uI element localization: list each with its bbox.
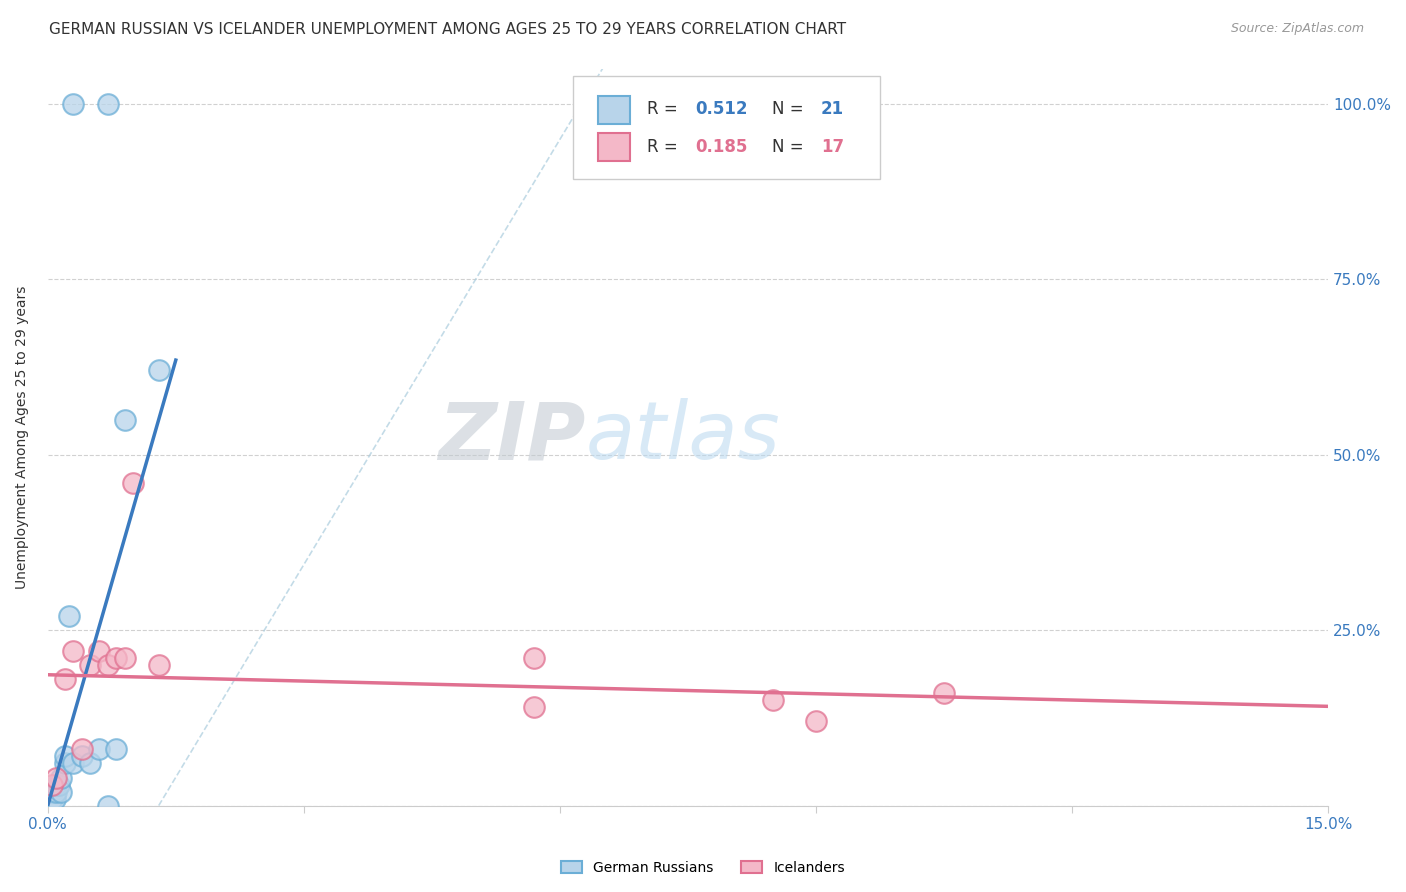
Point bbox=[105, 742, 128, 756]
Point bbox=[62, 96, 84, 111]
Point bbox=[932, 686, 955, 700]
Text: N =: N = bbox=[772, 100, 810, 118]
Point bbox=[48, 778, 70, 792]
Point bbox=[79, 756, 101, 771]
Point bbox=[114, 651, 136, 665]
Point bbox=[41, 778, 63, 792]
Point bbox=[114, 412, 136, 426]
Point bbox=[62, 644, 84, 658]
Point bbox=[96, 658, 118, 673]
Point bbox=[79, 658, 101, 673]
Point bbox=[45, 771, 67, 785]
Point bbox=[105, 651, 128, 665]
Text: 21: 21 bbox=[821, 100, 844, 118]
Text: atlas: atlas bbox=[585, 398, 780, 476]
FancyBboxPatch shape bbox=[599, 96, 630, 124]
Point bbox=[62, 756, 84, 771]
Point bbox=[523, 700, 546, 714]
Text: GERMAN RUSSIAN VS ICELANDER UNEMPLOYMENT AMONG AGES 25 TO 29 YEARS CORRELATION C: GERMAN RUSSIAN VS ICELANDER UNEMPLOYMENT… bbox=[49, 22, 846, 37]
Point bbox=[96, 798, 118, 813]
Text: R =: R = bbox=[647, 138, 683, 156]
Point bbox=[49, 784, 72, 798]
Point bbox=[804, 714, 827, 729]
Point bbox=[148, 658, 170, 673]
Point bbox=[53, 749, 76, 764]
Point bbox=[58, 609, 80, 624]
Point bbox=[49, 771, 72, 785]
Point bbox=[45, 784, 67, 798]
Text: ZIP: ZIP bbox=[439, 398, 585, 476]
Point bbox=[523, 651, 546, 665]
Point bbox=[762, 693, 785, 707]
Point bbox=[41, 784, 63, 798]
Point bbox=[122, 475, 145, 490]
Point bbox=[87, 644, 110, 658]
Point bbox=[41, 791, 63, 805]
Point bbox=[70, 749, 93, 764]
Text: N =: N = bbox=[772, 138, 810, 156]
FancyBboxPatch shape bbox=[599, 133, 630, 161]
Point bbox=[70, 742, 93, 756]
Point bbox=[53, 756, 76, 771]
Point bbox=[45, 778, 67, 792]
Text: 0.512: 0.512 bbox=[696, 100, 748, 118]
Point bbox=[53, 672, 76, 686]
Y-axis label: Unemployment Among Ages 25 to 29 years: Unemployment Among Ages 25 to 29 years bbox=[15, 285, 30, 589]
Text: R =: R = bbox=[647, 100, 683, 118]
Text: Source: ZipAtlas.com: Source: ZipAtlas.com bbox=[1230, 22, 1364, 36]
Legend: German Russians, Icelanders: German Russians, Icelanders bbox=[555, 855, 851, 880]
Point bbox=[96, 96, 118, 111]
FancyBboxPatch shape bbox=[572, 76, 880, 179]
Text: 17: 17 bbox=[821, 138, 844, 156]
Point bbox=[44, 791, 66, 805]
Point bbox=[148, 363, 170, 377]
Point bbox=[87, 742, 110, 756]
Text: 0.185: 0.185 bbox=[696, 138, 748, 156]
